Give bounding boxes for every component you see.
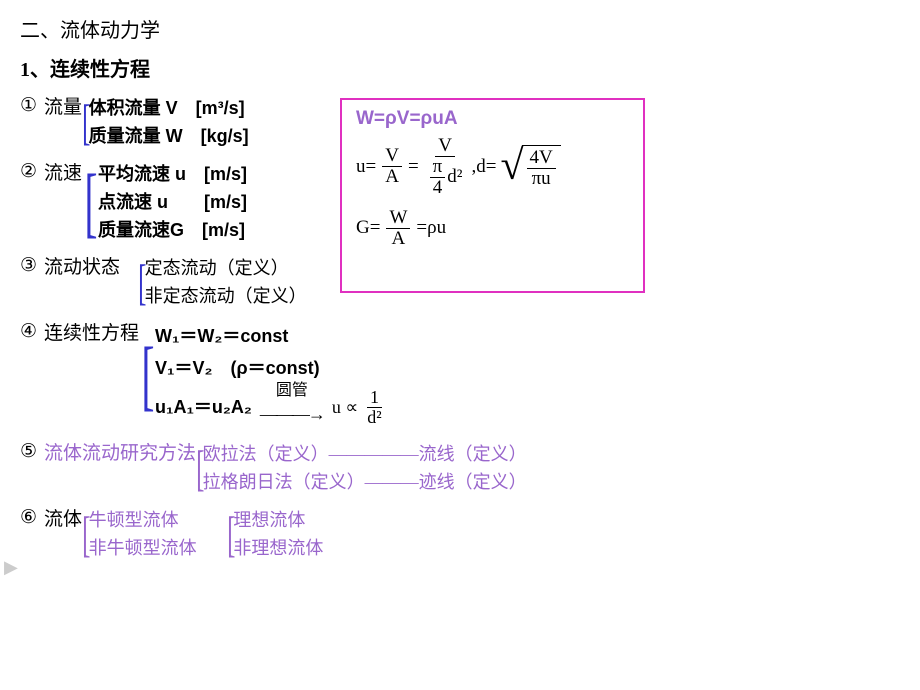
frac-bot: 4 [430, 178, 446, 198]
item-4-line-1: W₁＝W₂＝const [155, 320, 387, 352]
eq-text: d² [447, 166, 462, 187]
frac-top: π [430, 157, 446, 178]
eq-text: G= [356, 217, 380, 239]
item-6-num: ⑥ [20, 506, 44, 529]
eq-text: u= [356, 156, 376, 178]
frac-bot: π4d² [425, 157, 466, 198]
chapter-title: 二、流体动力学 [20, 14, 900, 43]
item-2-line-1: 平均流速 u [m/s] [98, 160, 247, 188]
formula-W: W=ρV=ρuA [356, 108, 629, 130]
item-4-line-3: u₁A₁＝u₂A₂ 圆管 ———→ u ∝ 1d² [155, 384, 387, 430]
item-6-col2-2: 非理想流体 [233, 534, 323, 562]
frac-bot: d² [364, 408, 384, 427]
item-2-label: 流速 [44, 160, 82, 188]
formula-box: W=ρV=ρuA u= VA = V π4d² ,d= √ 4Vπu G= WA… [340, 98, 645, 293]
frac-bot: A [382, 167, 402, 187]
section-title: 1、连续性方程 [20, 53, 900, 82]
formula-G: G= WA =ρu [356, 208, 629, 249]
item-1-label: 流量 [44, 94, 82, 122]
frac-top: V [435, 136, 455, 157]
bracket-icon: [ [227, 512, 235, 557]
eq-text: u₁A₁＝u₂A₂ [155, 391, 252, 423]
eq-text: ,d= [471, 156, 496, 178]
slide-nav-icon: ▶ [4, 557, 18, 578]
frac-top: V [382, 146, 402, 167]
bracket-icon: [ [82, 100, 90, 145]
item-2-line-3: 质量流速G [m/s] [98, 216, 247, 244]
item-4-line-2: V₁＝V₂ (ρ＝const) [155, 352, 387, 384]
frac-top: 4V [527, 148, 556, 169]
eq-text: u ∝ [332, 391, 358, 423]
item-5-line-1: 欧拉法（定义）―――――流线（定义） [203, 440, 527, 468]
item-6-col1-1: 牛顿型流体 [89, 506, 197, 534]
eq-text: = [408, 156, 419, 178]
sqrt: √ 4Vπu [500, 145, 560, 189]
item-6-label: 流体 [44, 506, 82, 534]
item-2-line-2: 点流速 u [m/s] [98, 188, 247, 216]
frac-bot: A [389, 229, 409, 249]
item-2-num: ② [20, 160, 44, 183]
item-3-line-1: 定态流动（定义） [145, 254, 307, 282]
formula-u: u= VA = V π4d² ,d= √ 4Vπu [356, 136, 629, 198]
item-5-num: ⑤ [20, 440, 44, 463]
eq-text: =ρu [416, 217, 446, 239]
bracket-icon: [ [196, 446, 204, 491]
arrow-icon: ———→ [260, 398, 324, 430]
item-4-num: ④ [20, 320, 44, 343]
frac-top: 1 [367, 388, 382, 408]
frac-top: W [386, 208, 410, 229]
item-6-col2-1: 理想流体 [233, 506, 323, 534]
item-6-col1-2: 非牛顿型流体 [89, 534, 197, 562]
item-1-num: ① [20, 94, 44, 117]
bracket-icon: [ [85, 167, 98, 237]
item-1-line-2: 质量流量 W [kg/s] [89, 122, 249, 150]
bracket-icon: [ [142, 340, 155, 410]
item-3-label: 流动状态 [44, 254, 120, 282]
item-4-continuity: ④ 连续性方程 [ W₁＝W₂＝const V₁＝V₂ (ρ＝const) u₁… [20, 320, 900, 430]
item-5-line-2: 拉格朗日法（定义）―――迹线（定义） [203, 468, 527, 496]
item-3-num: ③ [20, 254, 44, 277]
bracket-icon: [ [82, 512, 90, 557]
frac-bot: πu [529, 169, 554, 189]
item-6-fluid: ⑥ 流体 [ 牛顿型流体 非牛顿型流体 [ 理想流体 非理想流体 [20, 506, 900, 562]
bracket-icon: [ [138, 260, 146, 305]
item-3-line-2: 非定态流动（定义） [145, 282, 307, 310]
item-4-label: 连续性方程 [44, 320, 139, 348]
item-5-label: 流体流动研究方法 [44, 440, 196, 468]
arrow-label: 圆管 [276, 384, 308, 398]
item-1-line-1: 体积流量 V [m³/s] [89, 94, 249, 122]
item-5-research-method: ⑤ 流体流动研究方法 [ 欧拉法（定义）―――――流线（定义） 拉格朗日法（定义… [20, 440, 900, 496]
